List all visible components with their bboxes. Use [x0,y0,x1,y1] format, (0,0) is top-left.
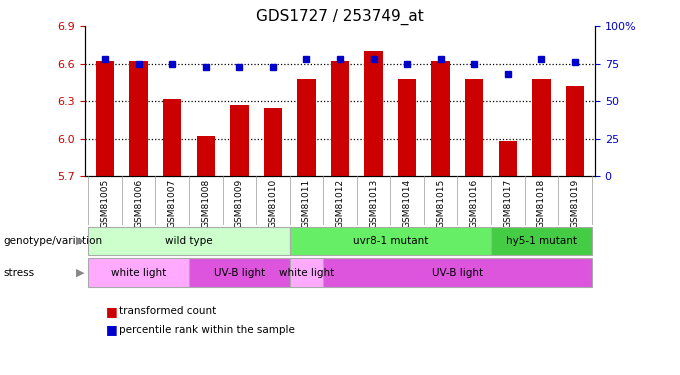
Bar [330,61,350,176]
Text: genotype/variation: genotype/variation [3,236,103,246]
Text: GSM81017: GSM81017 [503,179,512,228]
Bar [431,61,450,176]
Bar [163,99,182,176]
Title: GDS1727 / 253749_at: GDS1727 / 253749_at [256,9,424,25]
Bar [230,105,249,176]
Bar [491,226,592,255]
Text: ▶: ▶ [76,268,84,278]
Text: stress: stress [3,268,35,278]
Text: white light: white light [111,268,167,278]
Bar [398,79,416,176]
Bar [96,61,114,176]
Bar [88,258,189,287]
Text: white light: white light [279,268,334,278]
Text: GSM81014: GSM81014 [403,179,411,228]
Bar [290,226,491,255]
Bar [498,141,517,176]
Text: GSM81013: GSM81013 [369,179,378,228]
Bar [197,136,215,176]
Text: GSM81018: GSM81018 [537,179,546,228]
Text: GSM81011: GSM81011 [302,179,311,228]
Text: percentile rank within the sample: percentile rank within the sample [119,325,295,335]
Text: hy5-1 mutant: hy5-1 mutant [506,236,577,246]
Bar [290,258,323,287]
Bar [88,226,290,255]
Bar [532,79,551,176]
Text: GSM81012: GSM81012 [335,179,345,228]
Bar [189,258,290,287]
Bar [364,51,383,176]
Bar [566,86,584,176]
Text: wild type: wild type [165,236,213,246]
Bar [129,61,148,176]
Text: ■: ■ [105,305,117,318]
Bar [465,79,483,176]
Text: ■: ■ [105,324,117,336]
Text: uvr8-1 mutant: uvr8-1 mutant [353,236,428,246]
Text: GSM81019: GSM81019 [571,179,579,228]
Text: GSM81009: GSM81009 [235,179,244,228]
Text: GSM81005: GSM81005 [101,179,109,228]
Text: GSM81015: GSM81015 [436,179,445,228]
Text: UV-B light: UV-B light [214,268,265,278]
Text: GSM81010: GSM81010 [269,179,277,228]
Text: UV-B light: UV-B light [432,268,483,278]
Text: transformed count: transformed count [119,306,216,316]
Text: GSM81006: GSM81006 [134,179,143,228]
Text: ▶: ▶ [76,236,84,246]
Bar [264,108,282,176]
Text: GSM81016: GSM81016 [470,179,479,228]
Text: GSM81007: GSM81007 [168,179,177,228]
Bar [297,79,316,176]
Bar [323,258,592,287]
Text: GSM81008: GSM81008 [201,179,210,228]
